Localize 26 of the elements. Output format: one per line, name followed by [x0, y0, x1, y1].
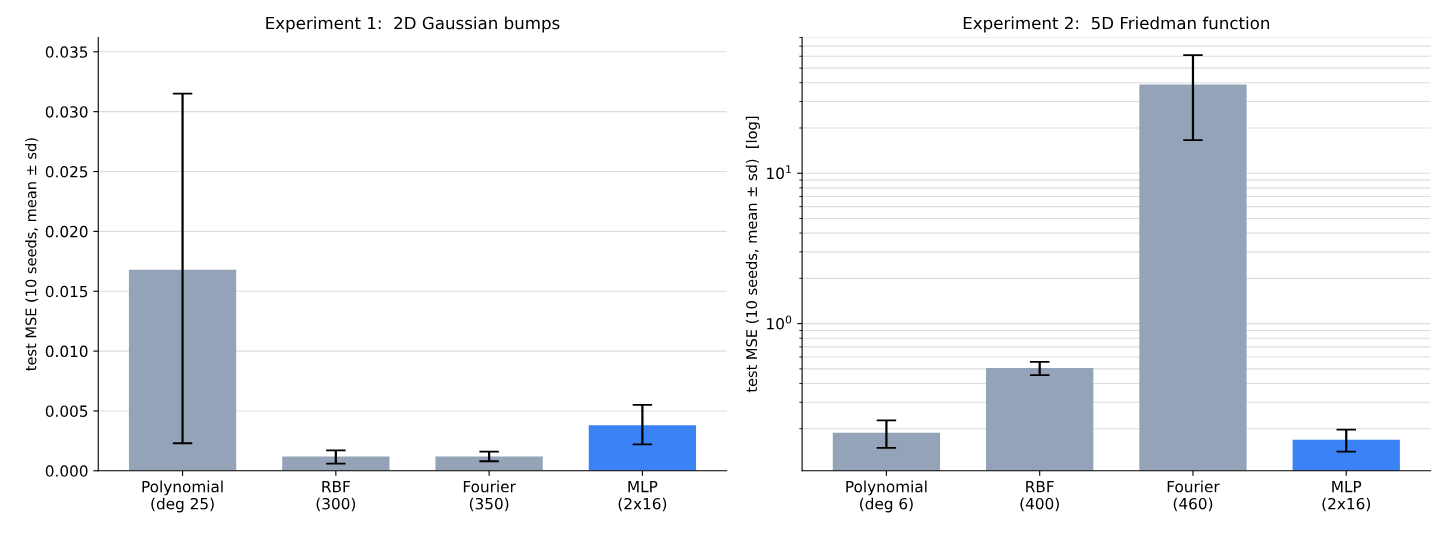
x-tick-label: MLP (2x16): [618, 480, 667, 512]
y-tick-label: 0.020: [45, 225, 88, 238]
x-tick-label: Polynomial (deg 6): [846, 480, 927, 513]
chart-title: Experiment 1: 2D Gaussian bumps: [266, 16, 560, 33]
x-tick-label: Fourier (460): [1167, 480, 1220, 512]
x-tick-label: Polynomial (deg 25): [142, 480, 223, 513]
y-tick-label: 0.025: [45, 165, 88, 178]
y-tick-label: 10$^{1}$: [767, 165, 791, 180]
bar: [128, 269, 237, 471]
y-axis-title: test MSE (10 seeds, mean ± sd): [25, 138, 39, 371]
y-tick-label: 0.000: [45, 465, 88, 477]
y-tick-label: 0.005: [45, 405, 88, 417]
bar: [282, 456, 390, 471]
y-axis-title: test MSE (10 seeds, mean ± sd) [log]: [745, 116, 760, 393]
y-tick-label: 0.035: [45, 46, 88, 58]
x-tick-label: RBF (300): [316, 480, 356, 512]
bar: [435, 456, 543, 471]
x-tick-label: RBF (400): [1020, 480, 1059, 512]
x-tick-label: MLP (2x16): [1322, 480, 1370, 512]
y-tick-label: 10$^{0}$: [767, 315, 792, 330]
chart-title: Experiment 2: 5D Friedman function: [963, 16, 1270, 33]
y-tick-label: 0.030: [45, 106, 88, 118]
x-tick-label: Fourier (350): [463, 480, 516, 512]
y-tick-label: 0.015: [45, 285, 88, 298]
bar: [588, 425, 697, 471]
y-tick-label: 0.010: [45, 345, 88, 358]
